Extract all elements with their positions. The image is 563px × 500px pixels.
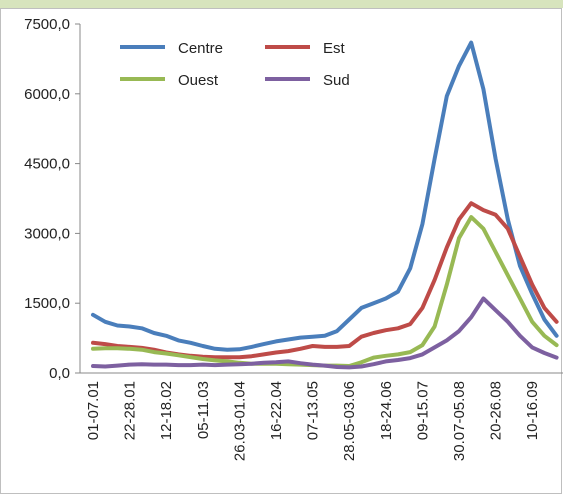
y-tick-label: 0,0 xyxy=(49,365,70,382)
series-line xyxy=(91,40,559,352)
series-line xyxy=(91,215,559,368)
x-tick-label: 07-13.05 xyxy=(305,381,322,440)
legend-label: Ouest xyxy=(178,72,219,89)
legend-label: Centre xyxy=(178,40,223,57)
y-tick-label: 3000,0 xyxy=(24,225,70,242)
x-tick-label: 22-28.01 xyxy=(122,381,139,440)
x-tick-label: 05-11.03 xyxy=(195,381,212,439)
x-tick-label: 12-18.02 xyxy=(158,381,175,440)
x-tick-label: 18-24.06 xyxy=(378,381,395,440)
y-tick-label: 6000,0 xyxy=(24,86,70,103)
y-tick-label: 1500,0 xyxy=(24,295,70,312)
x-tick-label: 26.03-01.04 xyxy=(231,381,248,461)
y-tick-label: 4500,0 xyxy=(24,156,70,173)
x-tick-label: 28.05-03.06 xyxy=(341,381,358,461)
x-tick-label: 01-07.01 xyxy=(85,381,102,440)
x-tick-label: 16-22.04 xyxy=(268,381,285,440)
x-tick-label: 30.07-05.08 xyxy=(451,381,468,461)
series-line xyxy=(91,296,559,370)
x-tick-label: 20-26.08 xyxy=(488,381,505,440)
y-tick-label: 7500,0 xyxy=(24,16,70,33)
x-tick-label: 09-15.07 xyxy=(414,381,431,440)
chart-frame xyxy=(0,8,562,494)
legend-label: Est xyxy=(323,40,346,57)
x-tick-label: 10-16.09 xyxy=(524,381,541,440)
legend-label: Sud xyxy=(323,72,350,89)
top-band xyxy=(0,0,563,8)
